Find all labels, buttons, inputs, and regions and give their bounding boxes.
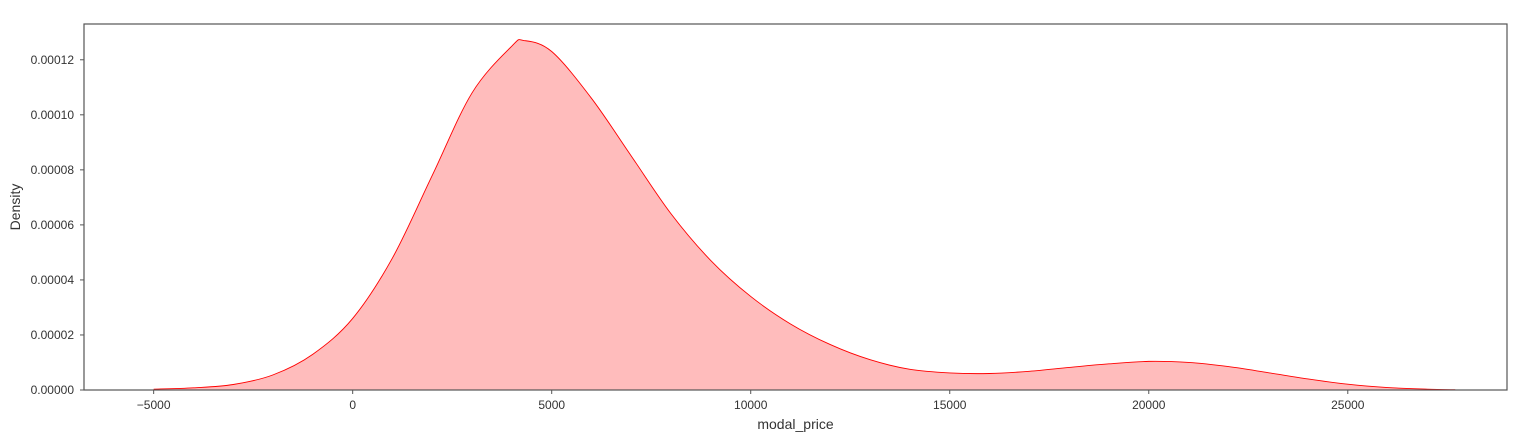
y-axis-label: Density xyxy=(7,184,23,231)
x-tick-label: 0 xyxy=(349,398,356,412)
y-tick-label: 0.00000 xyxy=(31,383,75,397)
x-tick-label: 15000 xyxy=(933,398,967,412)
plot-area xyxy=(153,39,1456,391)
x-tick-label: 5000 xyxy=(538,398,565,412)
density-area-fill xyxy=(153,39,1456,390)
density-line xyxy=(153,39,1456,391)
x-tick-label: 10000 xyxy=(734,398,768,412)
x-tick-label: 25000 xyxy=(1331,398,1365,412)
y-tick-label: 0.00002 xyxy=(31,328,75,342)
x-axis: −5000 0 5000 10000 15000 20000 25000 xyxy=(137,390,1365,412)
x-tick-label: −5000 xyxy=(137,398,171,412)
y-tick-label: 0.00010 xyxy=(31,108,75,122)
y-tick-label: 0.00012 xyxy=(31,53,75,67)
y-axis: 0.00000 0.00002 0.00004 0.00006 0.00008 0.000… xyxy=(31,53,84,397)
x-axis-label: modal_price xyxy=(757,416,833,432)
x-tick-label: 20000 xyxy=(1132,398,1166,412)
y-tick-label: 0.00004 xyxy=(31,273,75,287)
y-tick-label: 0.00006 xyxy=(31,218,75,232)
plot-frame xyxy=(83,23,1508,391)
y-tick-label: 0.00008 xyxy=(31,163,75,177)
